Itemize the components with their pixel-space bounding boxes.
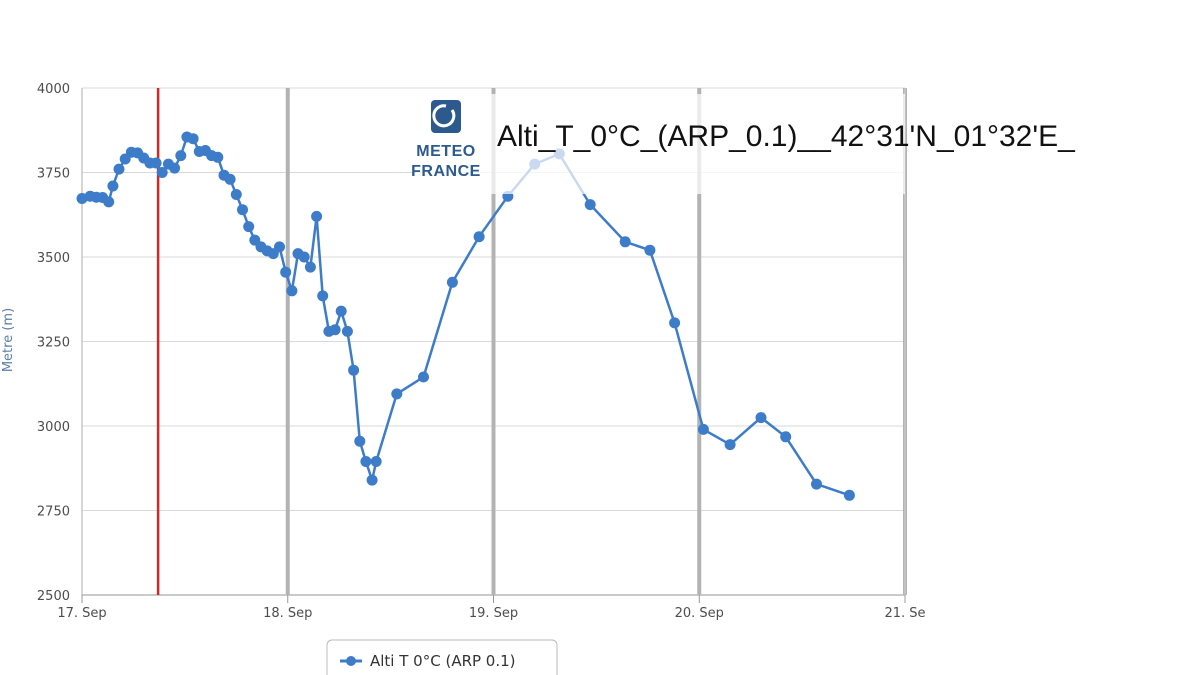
data-point[interactable] [473,231,485,243]
data-point[interactable] [311,210,323,222]
legend-label: Alti T 0°C (ARP 0.1) [370,652,516,670]
data-point[interactable] [280,266,292,278]
y-tick-label: 3000 [37,420,70,435]
data-point[interactable] [360,456,372,467]
legend-box[interactable] [326,639,558,675]
data-point[interactable] [286,285,298,297]
axis-ticks: 4000 3750 3500 3250 3000 2750 2500 17. Sep 18. S… [37,82,926,621]
data-point[interactable] [237,204,248,216]
data-point[interactable] [619,236,631,248]
logo-line2: FRANCE [411,163,481,180]
y-tick-label: 2750 [37,505,70,520]
x-tick-label: 19. Sep [469,606,518,621]
data-point[interactable] [169,162,181,174]
title-background [412,94,905,194]
data-point[interactable] [669,317,681,329]
data-point[interactable] [156,167,168,178]
x-tick-label: 18. Sep [263,606,312,621]
data-point[interactable] [329,324,341,336]
data-point[interactable] [644,244,656,256]
x-tick-label: 17. Sep [57,606,106,621]
data-point[interactable] [370,456,382,467]
meteo-france-logo: METEO FRANCE [411,100,481,180]
data-point[interactable] [175,150,187,162]
data-point[interactable] [391,388,403,400]
data-point[interactable] [780,431,792,443]
y-tick-label: 2500 [37,589,70,604]
legend[interactable]: Alti T 0°C (ARP 0.1) [326,639,558,675]
data-point[interactable] [584,199,596,211]
y-tick-label: 3250 [37,336,70,351]
y-axis-label: Metre (m) [1,308,16,372]
data-point[interactable] [224,173,236,185]
data-point[interactable] [348,364,360,376]
x-tick-label: 21. Se [884,606,925,621]
data-point[interactable] [341,325,353,337]
x-tick-label: 20. Sep [675,606,724,621]
data-point[interactable] [811,478,822,490]
data-point[interactable] [212,151,224,163]
chart-title: Alti_T_0°C_(ARP_0.1)__42°31'N_01°32'E_ [497,120,1076,153]
data-point[interactable] [446,276,458,288]
data-point[interactable] [243,221,255,233]
data-point[interactable] [755,412,767,424]
data-point[interactable] [335,305,347,317]
data-point[interactable] [103,196,115,208]
data-point[interactable] [274,241,285,253]
data-point[interactable] [843,489,855,501]
legend-marker [346,656,356,666]
data-point[interactable] [107,180,119,192]
data-point[interactable] [304,261,316,273]
data-point[interactable] [230,189,242,200]
y-tick-label: 4000 [37,82,70,97]
data-point[interactable] [418,371,429,383]
data-point[interactable] [724,439,736,451]
data-point[interactable] [113,163,125,175]
data-point[interactable] [317,290,329,302]
data-point[interactable] [187,133,199,145]
data-point[interactable] [354,435,366,447]
y-tick-label: 3500 [37,251,70,266]
logo-symbol [432,104,456,128]
data-point[interactable] [366,474,378,486]
logo-line1: METEO [416,143,475,160]
data-point[interactable] [298,251,310,263]
y-tick-label: 3750 [37,167,70,182]
data-point[interactable] [697,423,709,435]
data-point[interactable] [150,157,162,169]
